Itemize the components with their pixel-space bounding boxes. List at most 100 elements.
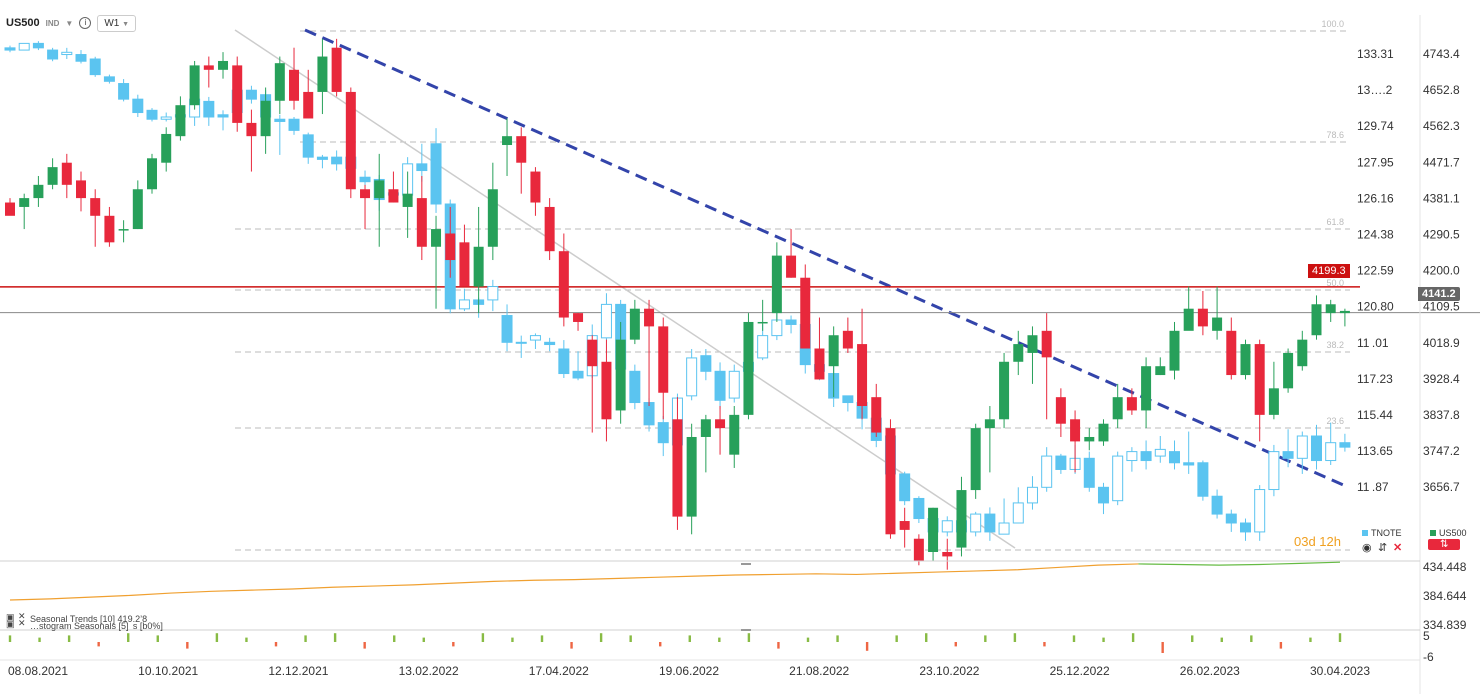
histogram-bar: [599, 633, 603, 642]
us500-candle: [175, 105, 186, 137]
tnote-candle: [458, 299, 470, 310]
panel-close-icon[interactable]: ✕: [18, 618, 26, 628]
histogram-bar: [452, 642, 455, 647]
candle-countdown: 03d 12h: [1294, 534, 1341, 549]
us500-candle: [61, 162, 72, 185]
histogram-bar: [422, 637, 425, 642]
tnote-candle: [1268, 451, 1280, 491]
us500-tick-label: 3656.7: [1423, 480, 1460, 494]
us500-swatch: [1430, 530, 1436, 536]
tnote-candle: [970, 513, 982, 533]
tnote-candle: [728, 370, 740, 399]
histogram-bar: [1309, 637, 1312, 642]
us500-candle: [715, 419, 726, 429]
us500-candle: [132, 189, 143, 230]
histogram-bar: [954, 642, 957, 647]
us500-candle: [984, 419, 995, 429]
legend-us500-label: US500: [1439, 528, 1467, 538]
histogram-bar: [245, 637, 248, 642]
us500-candle: [729, 414, 740, 455]
us500-candle: [999, 361, 1010, 420]
us500-candle: [203, 65, 214, 70]
tnote-candle: [118, 83, 130, 100]
us500-candle: [402, 193, 413, 207]
fibonacci-label: 38.2: [1326, 340, 1344, 350]
us500-candle: [885, 428, 896, 535]
tnote-candle: [842, 395, 854, 404]
tnote-candle: [501, 315, 513, 343]
us500-candle: [1226, 330, 1237, 376]
tnote-candle: [1140, 451, 1152, 462]
us500-candle: [416, 198, 427, 247]
date-axis: 08.08.2021 10.10.2021 12.12.2021 13.02.2022…: [0, 659, 1420, 678]
us500-tick-label: 4018.9: [1423, 336, 1460, 350]
us500-candle: [658, 326, 669, 393]
legend-tnote: TNOTE: [1362, 528, 1402, 538]
date-tick-label: 19.06.2022: [659, 664, 719, 678]
tnote-tick-label: 122.59: [1357, 264, 1394, 278]
us500-candle: [445, 233, 456, 261]
tnote-candle: [203, 100, 215, 118]
date-tick-label: 23.10.2022: [919, 664, 979, 678]
histogram-bar: [895, 635, 898, 642]
tnote-candle: [1282, 451, 1294, 459]
indicator-settings-icon[interactable]: ⇅: [1428, 539, 1461, 550]
us500-candle: [76, 180, 87, 199]
us500-candle: [928, 507, 939, 552]
eye-icon[interactable]: ◉: [1362, 542, 1372, 554]
us500-candle: [317, 56, 328, 92]
us500-candle: [161, 133, 172, 163]
histogram-bar: [836, 635, 839, 642]
histogram-bar: [659, 642, 662, 647]
tnote-candle: [558, 348, 570, 375]
timeframe-selector[interactable]: W1 ▼: [97, 14, 137, 32]
us500-tick-label: 4652.8: [1423, 83, 1460, 97]
symbol-name[interactable]: US500: [6, 17, 40, 29]
chart-header: US500 IND ▼ i W1 ▼: [6, 14, 137, 32]
us500-candle: [1041, 330, 1052, 358]
chevron-down-icon[interactable]: ▼: [65, 18, 74, 28]
tnote-candle: [714, 370, 726, 401]
tnote-tick-label: 129.74: [1357, 119, 1394, 133]
tnote-candle: [572, 370, 584, 379]
histogram-bar: [1072, 635, 1076, 642]
us500-candle: [1183, 308, 1194, 331]
reorder-icon[interactable]: ⇵: [1378, 542, 1388, 554]
close-icon[interactable]: ✕: [1393, 542, 1403, 554]
us500-candle: [814, 348, 825, 380]
tnote-candle: [302, 134, 314, 158]
us500-candle: [1283, 352, 1294, 389]
tnote-candle: [984, 513, 996, 533]
histogram-bar: [747, 633, 751, 642]
histogram-bar: [333, 633, 337, 642]
tnote-tick-label: 133.31: [1357, 47, 1394, 61]
histogram-bar: [304, 635, 307, 642]
us500-candle: [487, 189, 498, 247]
us500-tick-label: 4200.0: [1423, 264, 1460, 278]
tnote-candle: [657, 422, 669, 444]
us500-candle: [47, 167, 58, 185]
histogram-bar: [777, 642, 780, 649]
fibonacci-label: 61.8: [1326, 217, 1344, 227]
us500-candle: [800, 277, 811, 349]
us500-candle: [289, 69, 300, 101]
us500-candle: [601, 361, 612, 420]
us500-candle: [573, 313, 584, 322]
panel-settings-icon[interactable]: ▣: [6, 612, 15, 622]
tnote-candle: [1296, 435, 1308, 459]
histogram-bar: [186, 642, 189, 649]
tnote-tick-label: 11 .87: [1357, 480, 1389, 494]
tnote-swatch: [1362, 530, 1368, 536]
panel-settings-icon[interactable]: ▣: [6, 619, 15, 629]
info-icon[interactable]: i: [79, 17, 92, 29]
tnote-candle: [1339, 442, 1351, 448]
us500-candle: [374, 180, 385, 199]
histogram-tick-label: -6: [1423, 650, 1434, 664]
panel-close-icon[interactable]: ✕: [18, 611, 26, 621]
tnote-candle: [160, 116, 172, 120]
us500-candle: [857, 344, 868, 407]
us500-candle: [90, 198, 101, 216]
us500-candle: [1141, 366, 1152, 411]
